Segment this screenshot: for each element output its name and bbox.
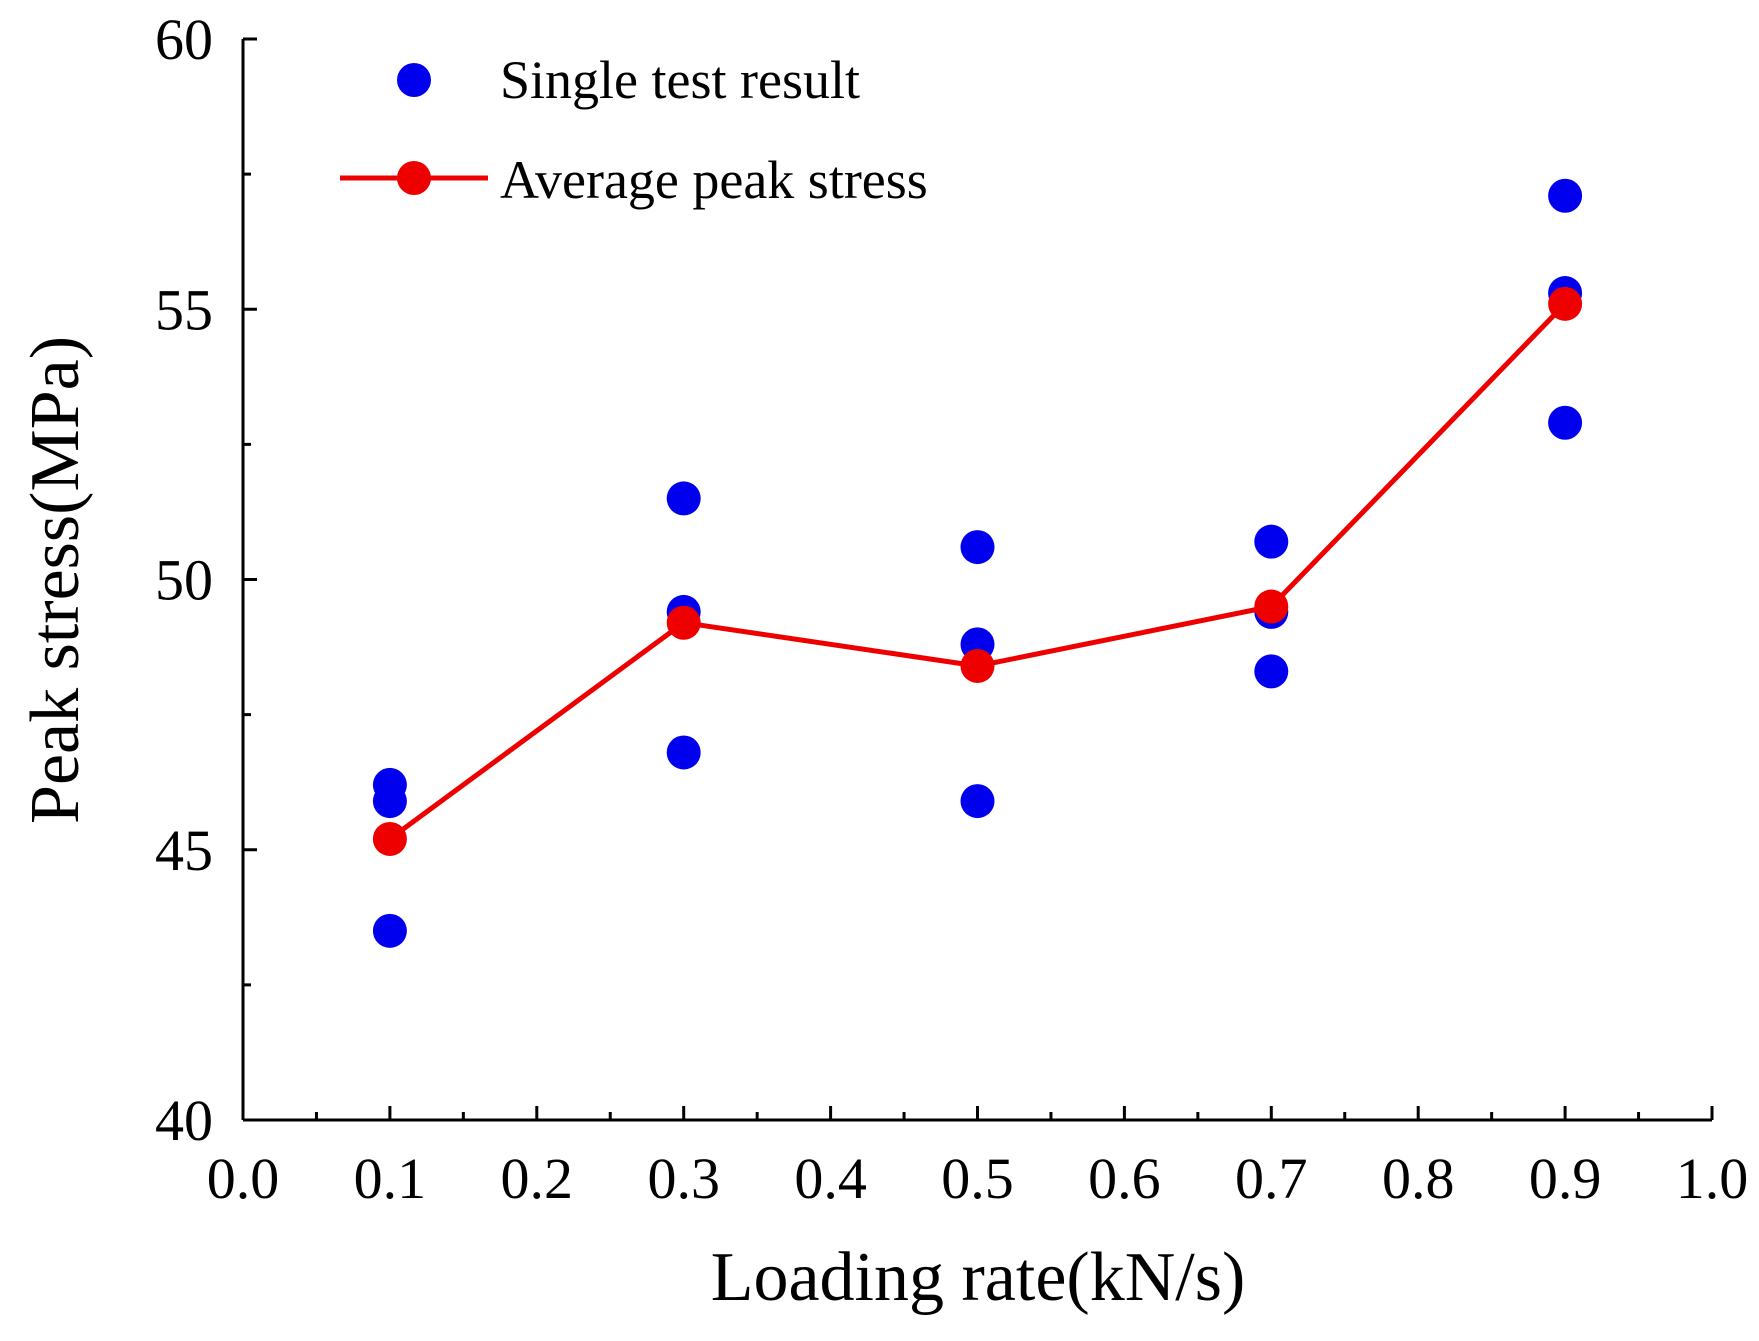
average-peak-stress-point bbox=[1548, 286, 1583, 321]
x-tick-label: 0.4 bbox=[794, 1146, 867, 1211]
average-peak-stress-point bbox=[960, 648, 995, 683]
x-tick-label: 0.5 bbox=[941, 1146, 1014, 1211]
x-tick-label: 1.0 bbox=[1676, 1146, 1749, 1211]
y-axis-title: Peak stress(MPa) bbox=[17, 336, 94, 824]
single-test-point bbox=[1254, 654, 1289, 689]
single-test-point bbox=[666, 481, 701, 516]
x-tick-label: 0.3 bbox=[647, 1146, 720, 1211]
x-tick-label: 0.0 bbox=[207, 1146, 280, 1211]
legend-label-average: Average peak stress bbox=[500, 150, 928, 210]
axes-layer: 0.0 0.1 0.2 0.3 0.4 0.5 0.6 0.7 0.8 0.9 1.0 40 45 50 5… bbox=[155, 7, 1748, 1211]
single-test-point bbox=[666, 735, 701, 770]
legend: Single test result Average peak stress bbox=[340, 50, 928, 210]
average-peak-stress-point bbox=[666, 605, 701, 640]
x-tick-label: 0.8 bbox=[1382, 1146, 1455, 1211]
single-test-point bbox=[372, 913, 407, 948]
x-tick-label: 0.6 bbox=[1088, 1146, 1161, 1211]
y-tick-label: 60 bbox=[155, 7, 213, 72]
y-tick-label: 45 bbox=[155, 818, 213, 883]
data-layer bbox=[372, 178, 1583, 948]
x-tick-label: 0.2 bbox=[501, 1146, 574, 1211]
x-tick-label: 0.7 bbox=[1235, 1146, 1308, 1211]
legend-marker-single-test bbox=[397, 63, 431, 97]
single-test-point bbox=[372, 784, 407, 819]
average-peak-stress-point bbox=[372, 821, 407, 856]
x-tick-label: 0.9 bbox=[1529, 1146, 1602, 1211]
legend-label-single-test: Single test result bbox=[500, 50, 860, 110]
single-test-point bbox=[1254, 524, 1289, 559]
legend-marker-average bbox=[397, 161, 431, 195]
y-tick-label: 50 bbox=[155, 548, 213, 613]
single-test-point bbox=[1548, 178, 1583, 213]
x-tick-label: 0.1 bbox=[354, 1146, 427, 1211]
y-tick-label: 40 bbox=[155, 1088, 213, 1153]
average-peak-stress-line bbox=[388, 302, 1567, 841]
single-test-point bbox=[1548, 405, 1583, 440]
single-test-point bbox=[960, 530, 995, 565]
average-peak-stress-point bbox=[1254, 589, 1289, 624]
x-axis-title: Loading rate(kN/s) bbox=[711, 1239, 1246, 1316]
single-test-point bbox=[960, 784, 995, 819]
y-tick-label: 55 bbox=[155, 277, 213, 342]
